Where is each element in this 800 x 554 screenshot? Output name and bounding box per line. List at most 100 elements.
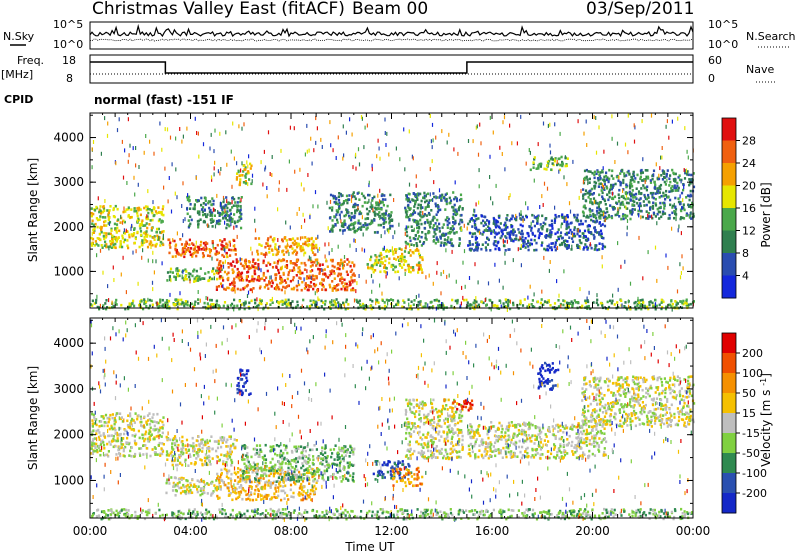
- power-noise-cell: [195, 240, 197, 245]
- power-colorbar-swatch: [722, 275, 736, 299]
- velocity-echo-cell: [108, 427, 111, 431]
- power-echo-cell: [221, 245, 224, 248]
- power-echo-cell: [676, 189, 679, 192]
- power-echo-cell: [217, 272, 220, 275]
- velocity-echo-cell: [201, 450, 204, 453]
- power-echo-cell: [299, 245, 303, 248]
- power-echo-cell: [620, 299, 623, 302]
- power-echo-cell: [388, 227, 392, 230]
- power-echo-cell: [505, 236, 508, 240]
- power-echo-cell: [238, 219, 241, 222]
- power-echo-cell: [218, 277, 221, 280]
- power-echo-cell: [679, 200, 682, 204]
- power-echo-cell: [413, 299, 416, 302]
- power-echo-cell: [215, 285, 218, 289]
- power-echo-cell: [229, 216, 233, 220]
- power-noise-cell: [659, 166, 661, 171]
- power-noise-cell: [548, 243, 550, 248]
- power-echo-cell: [557, 215, 560, 218]
- power-noise-cell: [518, 212, 520, 217]
- power-echo-cell: [229, 254, 232, 257]
- power-noise-cell: [296, 211, 298, 216]
- power-echo-cell: [232, 260, 235, 263]
- power-echo-cell: [138, 245, 141, 249]
- power-noise-cell: [264, 254, 266, 259]
- power-echo-cell: [233, 213, 236, 216]
- power-noise-cell: [198, 154, 200, 159]
- power-echo-cell: [476, 241, 479, 244]
- power-echo-cell: [353, 205, 356, 209]
- power-echo-cell: [171, 271, 174, 274]
- power-echo-cell: [340, 281, 343, 285]
- velocity-echo-cell: [133, 435, 136, 438]
- power-echo-cell: [657, 177, 661, 181]
- power-echo-cell: [675, 304, 678, 307]
- power-echo-cell: [244, 176, 247, 179]
- power-echo-cell: [224, 203, 227, 207]
- velocity-echo-cell: [127, 425, 130, 429]
- power-echo-cell: [248, 301, 251, 305]
- power-echo-cell: [311, 245, 314, 248]
- power-noise-cell: [371, 289, 373, 294]
- power-echo-cell: [614, 182, 617, 186]
- power-echo-cell: [610, 183, 613, 187]
- power-noise-cell: [176, 195, 178, 200]
- power-echo-cell: [269, 244, 272, 248]
- power-echo-cell: [210, 298, 213, 302]
- velocity-echo-cell: [193, 463, 196, 466]
- date-label: 03/Sep/2011: [586, 0, 694, 19]
- velocity-echo-cell: [232, 442, 235, 446]
- power-echo-cell: [257, 237, 261, 240]
- velocity-echo-cell: [119, 427, 122, 430]
- power-echo-cell: [332, 270, 335, 273]
- power-echo-cell: [148, 243, 151, 246]
- power-echo-cell: [428, 223, 431, 227]
- power-echo-cell: [295, 251, 299, 254]
- power-echo-cell: [431, 226, 435, 230]
- power-echo-cell: [340, 203, 343, 207]
- power-echo-cell: [654, 202, 657, 205]
- power-noise-cell: [642, 276, 644, 281]
- power-echo-cell: [461, 220, 464, 224]
- power-echo-cell: [629, 181, 632, 185]
- power-echo-cell: [608, 177, 611, 181]
- power-echo-cell: [138, 224, 141, 228]
- power-noise-cell: [598, 125, 600, 130]
- power-noise-cell: [150, 245, 152, 249]
- power-noise-cell: [466, 226, 468, 231]
- power-echo-cell: [358, 299, 361, 303]
- power-echo-cell: [585, 168, 588, 172]
- power-echo-cell: [419, 205, 422, 208]
- power-noise-cell: [357, 205, 359, 210]
- power-echo-cell: [275, 287, 278, 291]
- velocity-echo-cell: [150, 433, 153, 436]
- power-echo-cell: [558, 157, 561, 160]
- power-noise-cell: [583, 131, 585, 136]
- power-echo-cell: [422, 214, 425, 218]
- power-echo-cell: [383, 256, 386, 259]
- power-echo-cell: [212, 303, 215, 306]
- power-echo-cell: [333, 215, 336, 218]
- power-echo-cell: [448, 196, 451, 200]
- power-echo-cell: [582, 194, 585, 198]
- power-noise-cell: [440, 291, 442, 296]
- power-echo-cell: [208, 279, 211, 282]
- power-echo-cell: [646, 305, 649, 309]
- power-echo-cell: [448, 221, 451, 225]
- power-echo-cell: [203, 209, 206, 212]
- power-echo-cell: [667, 217, 670, 220]
- power-echo-cell: [345, 213, 348, 217]
- power-noise-cell: [511, 141, 513, 146]
- velocity-echo-cell: [195, 439, 198, 442]
- power-noise-cell: [596, 293, 598, 298]
- power-echo-cell: [640, 307, 643, 311]
- velocity-echo-cell: [176, 457, 179, 460]
- power-echo-cell: [488, 227, 491, 230]
- power-echo-cell: [589, 200, 592, 204]
- power-echo-cell: [210, 217, 214, 221]
- power-echo-cell: [678, 178, 682, 182]
- power-echo-cell: [418, 240, 422, 243]
- power-echo-cell: [622, 203, 625, 206]
- power-echo-cell: [636, 201, 639, 205]
- velocity-echo-cell: [133, 439, 136, 443]
